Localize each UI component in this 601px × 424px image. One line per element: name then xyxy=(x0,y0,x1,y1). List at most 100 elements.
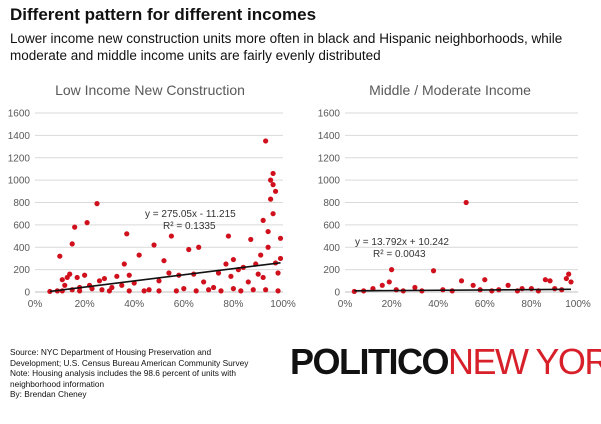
x-tick-label: 100% xyxy=(565,299,591,310)
source-line: neighborhood information xyxy=(10,378,105,389)
x-tick-label: 60% xyxy=(174,299,194,310)
chart-middle-moderate-income: Middle / Moderate Income 0 200 400 600 800 100… xyxy=(300,80,600,335)
data-point xyxy=(156,288,162,294)
data-point xyxy=(230,286,236,292)
data-point xyxy=(386,279,392,285)
data-point xyxy=(270,211,276,217)
x-tick-label: 20% xyxy=(382,299,402,310)
data-point xyxy=(458,278,465,284)
x-tick-label: 40% xyxy=(124,299,144,310)
data-point xyxy=(215,270,222,276)
data-point xyxy=(210,284,217,291)
data-point xyxy=(101,275,108,282)
data-point xyxy=(96,278,103,284)
data-point xyxy=(412,284,418,291)
data-point xyxy=(168,233,174,239)
data-point xyxy=(470,282,476,288)
y-tick-label: 1000 xyxy=(318,176,341,187)
data-point xyxy=(84,220,90,226)
data-point xyxy=(505,282,511,288)
data-point xyxy=(275,288,281,294)
chart-low-income: Low Income New Construction 0 200 400 600 800… xyxy=(0,80,300,335)
data-point xyxy=(166,270,172,276)
data-point xyxy=(124,231,130,237)
data-point xyxy=(263,138,269,144)
x-tick-label: 80% xyxy=(223,299,243,310)
trendline-equation: y = 13.792x + 10.242 xyxy=(355,237,449,248)
data-point xyxy=(146,287,152,293)
data-point xyxy=(173,288,179,294)
data-point xyxy=(245,279,251,285)
data-point xyxy=(126,288,132,294)
chart-title: Middle / Moderate Income xyxy=(369,82,531,98)
y-tick-label: 1200 xyxy=(8,153,31,164)
trendline-r-squared: R² = 0.0043 xyxy=(373,249,426,260)
y-tick-label: 1200 xyxy=(318,153,341,164)
y-tick-label: 200 xyxy=(13,265,30,276)
data-point xyxy=(186,246,192,253)
data-point xyxy=(482,277,488,283)
y-tick-label: 600 xyxy=(323,220,340,231)
data-point xyxy=(74,274,80,281)
data-point xyxy=(260,217,266,223)
data-point xyxy=(82,272,88,278)
data-point xyxy=(67,271,73,277)
data-point xyxy=(193,288,199,294)
data-point xyxy=(196,244,202,250)
data-point xyxy=(69,241,75,247)
data-point xyxy=(228,273,234,279)
data-point xyxy=(225,233,232,239)
data-point xyxy=(47,288,53,295)
y-tick-label: 1400 xyxy=(318,131,341,142)
logo-politico: POLITICO xyxy=(290,341,450,382)
page-title: Different pattern for different incomes xyxy=(10,5,317,24)
data-point xyxy=(248,236,254,243)
data-point xyxy=(206,287,212,293)
data-point xyxy=(250,287,256,293)
data-point xyxy=(218,288,224,294)
chart-middle-moderate-income-svg: Middle / Moderate Income 0 200 400 600 800 100… xyxy=(318,82,591,310)
data-point xyxy=(528,286,534,292)
data-point xyxy=(379,282,385,288)
source-line: Development; U.S. Census Bureau American… xyxy=(10,357,249,368)
data-point xyxy=(255,271,261,277)
y-tick-label: 800 xyxy=(13,198,30,209)
x-tick-label: 40% xyxy=(428,299,448,310)
source-line: Note: Housing analysis includes the 98.6… xyxy=(10,368,236,378)
data-point xyxy=(99,287,105,293)
data-point xyxy=(181,286,187,292)
data-point xyxy=(272,188,279,194)
data-point xyxy=(201,279,207,285)
data-point xyxy=(161,258,167,264)
data-point xyxy=(136,252,142,258)
x-tick-label: 20% xyxy=(75,299,95,310)
x-tick-label: 0% xyxy=(28,299,43,310)
x-tick-label: 60% xyxy=(475,299,495,310)
data-point xyxy=(238,288,244,294)
data-point xyxy=(265,244,271,250)
x-tick-label: 100% xyxy=(270,299,296,310)
x-tick-label: 80% xyxy=(521,299,541,310)
data-point xyxy=(89,286,95,292)
data-point xyxy=(57,253,63,259)
data-point xyxy=(258,252,264,258)
data-point xyxy=(430,268,437,274)
source-note: Source: NYC Department of Housing Preser… xyxy=(10,347,310,400)
data-point xyxy=(275,270,281,276)
data-point xyxy=(265,228,271,235)
source-line: Source: NYC Department of Housing Preser… xyxy=(10,347,212,357)
trendline xyxy=(354,288,572,292)
data-point xyxy=(270,182,276,188)
data-point xyxy=(389,267,395,273)
data-point xyxy=(94,201,100,207)
data-point xyxy=(463,199,469,206)
data-point xyxy=(542,277,548,283)
y-tick-label: 0 xyxy=(334,288,340,299)
data-point xyxy=(230,256,236,263)
y-tick-label: 800 xyxy=(323,198,340,209)
y-tick-label: 400 xyxy=(323,243,340,254)
y-tick-label: 1400 xyxy=(8,131,31,142)
y-tick-label: 200 xyxy=(323,265,340,276)
data-point xyxy=(277,235,284,241)
data-point xyxy=(109,284,115,291)
